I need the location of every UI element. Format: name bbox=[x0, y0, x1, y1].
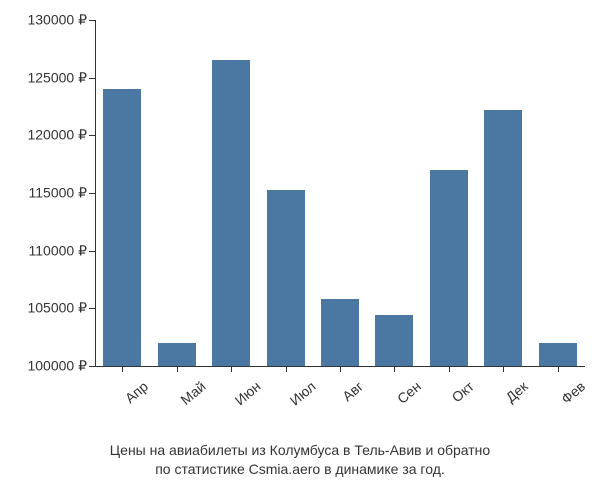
caption-line-1: Цены на авиабилеты из Колумбуса в Тель-А… bbox=[0, 441, 600, 461]
bar bbox=[212, 60, 250, 366]
x-tick-label: Дек bbox=[503, 378, 531, 405]
bar bbox=[321, 299, 359, 366]
x-tick-mark bbox=[177, 366, 178, 372]
x-tick-label: Апр bbox=[122, 378, 151, 406]
x-tick-mark bbox=[449, 366, 450, 372]
x-tick-mark bbox=[340, 366, 341, 372]
x-tick-label: Июн bbox=[232, 378, 264, 408]
x-tick-label: Окт bbox=[448, 378, 476, 405]
x-tick-mark bbox=[394, 366, 395, 372]
x-tick-mark bbox=[231, 366, 232, 372]
x-tick-label: Авг bbox=[339, 378, 366, 404]
x-tick-label: Май bbox=[177, 378, 208, 408]
chart-container: 100000 ₽ 105000 ₽ 110000 ₽ 115000 ₽ 120000 ₽… bbox=[0, 0, 600, 500]
x-tick-label: Сен bbox=[394, 378, 424, 407]
x-tick-label: Фев bbox=[558, 378, 588, 407]
x-tick-mark bbox=[286, 366, 287, 372]
y-tick-label: 115000 ₽ bbox=[29, 185, 87, 202]
y-axis: 100000 ₽105000 ₽110000 ₽115000 ₽120000 ₽… bbox=[0, 20, 95, 366]
y-tick-label: 130000 ₽ bbox=[27, 12, 87, 29]
bar bbox=[267, 190, 305, 366]
x-tick-mark bbox=[503, 366, 504, 372]
y-tick-label: 110000 ₽ bbox=[29, 242, 87, 259]
y-tick-label: 105000 ₽ bbox=[27, 300, 87, 317]
bar bbox=[539, 343, 577, 366]
chart-caption: Цены на авиабилеты из Колумбуса в Тель-А… bbox=[0, 441, 600, 480]
y-tick-label: 125000 ₽ bbox=[27, 69, 87, 86]
bar bbox=[484, 110, 522, 366]
bar bbox=[158, 343, 196, 366]
plot-area bbox=[95, 20, 585, 366]
caption-line-2: по статистике Csmia.aero в динамике за г… bbox=[0, 460, 600, 480]
x-tick-mark bbox=[558, 366, 559, 372]
x-tick-mark bbox=[122, 366, 123, 372]
y-tick-label: 100000 ₽ bbox=[27, 358, 87, 375]
bar bbox=[375, 315, 413, 366]
bar bbox=[103, 89, 141, 366]
x-axis: Апр Май Июн Июл Авг Сен Окт Дек Фев bbox=[95, 366, 585, 436]
bar bbox=[430, 170, 468, 366]
y-tick-label: 120000 ₽ bbox=[27, 127, 87, 144]
x-tick-label: Июл bbox=[286, 378, 318, 409]
